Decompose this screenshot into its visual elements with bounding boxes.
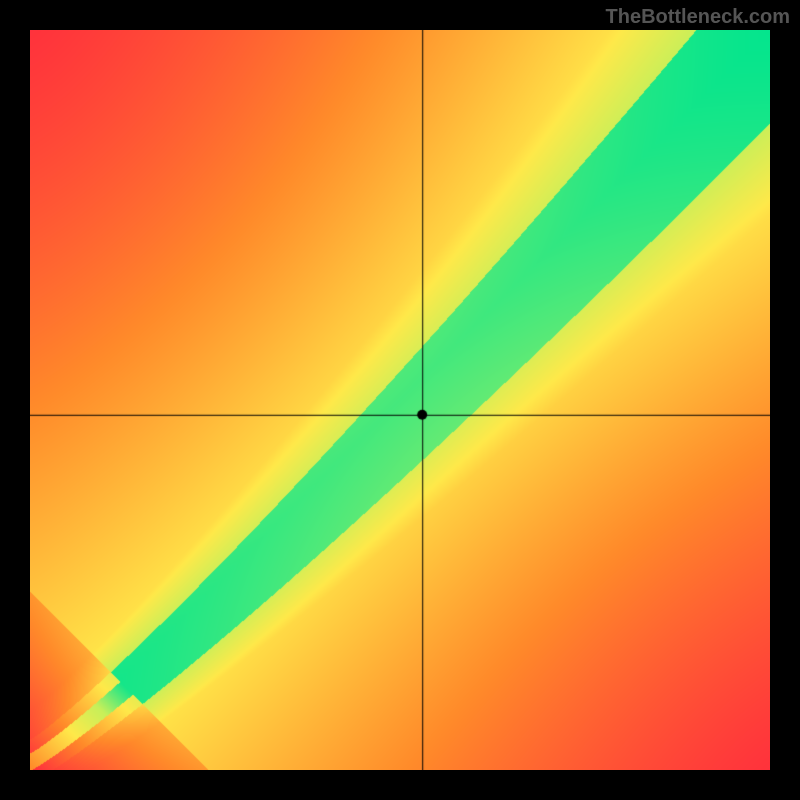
attribution-text: TheBottleneck.com <box>606 6 790 29</box>
plot-area <box>30 30 770 770</box>
heatmap-canvas <box>30 30 770 770</box>
figure-container: TheBottleneck.com <box>0 0 800 800</box>
